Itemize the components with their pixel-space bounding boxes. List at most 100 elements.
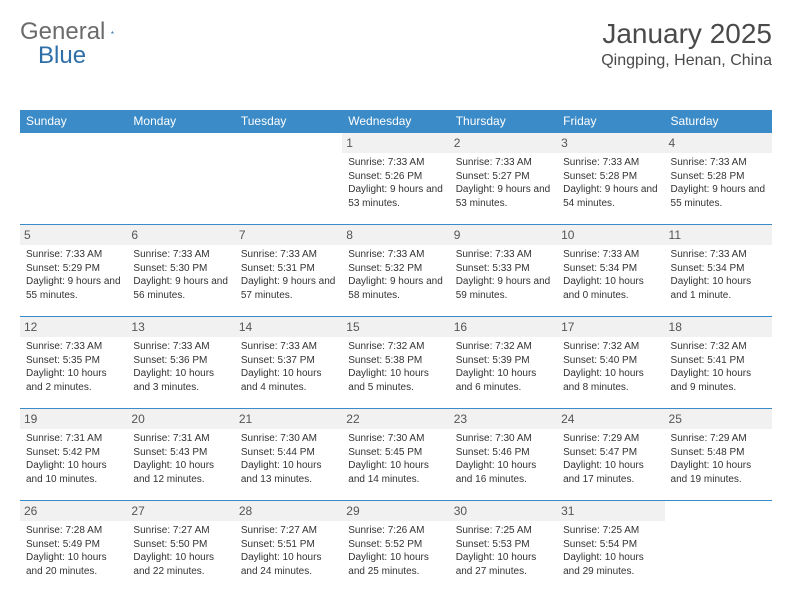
sunset-line: Sunset: 5:53 PM bbox=[456, 538, 551, 552]
sunset-line: Sunset: 5:46 PM bbox=[456, 446, 551, 460]
day-number: 11 bbox=[665, 225, 772, 245]
daylight-line: Daylight: 9 hours and 53 minutes. bbox=[456, 183, 551, 210]
day-number: 1 bbox=[342, 133, 449, 153]
calendar-body: 1Sunrise: 7:33 AMSunset: 5:26 PMDaylight… bbox=[20, 133, 772, 593]
calendar-day-cell: 28Sunrise: 7:27 AMSunset: 5:51 PMDayligh… bbox=[235, 501, 342, 593]
day-number: 21 bbox=[235, 409, 342, 429]
sunset-line: Sunset: 5:36 PM bbox=[133, 354, 228, 368]
day-number: 20 bbox=[127, 409, 234, 429]
calendar-day-cell: 29Sunrise: 7:26 AMSunset: 5:52 PMDayligh… bbox=[342, 501, 449, 593]
sunrise-line: Sunrise: 7:31 AM bbox=[133, 432, 228, 446]
sunset-line: Sunset: 5:39 PM bbox=[456, 354, 551, 368]
calendar-day-cell: 20Sunrise: 7:31 AMSunset: 5:43 PMDayligh… bbox=[127, 409, 234, 501]
day-number: 13 bbox=[127, 317, 234, 337]
day-number: 23 bbox=[450, 409, 557, 429]
sunset-line: Sunset: 5:29 PM bbox=[26, 262, 121, 276]
weekday-header: Sunday bbox=[20, 110, 127, 133]
sunrise-line: Sunrise: 7:32 AM bbox=[348, 340, 443, 354]
weekday-header: Saturday bbox=[665, 110, 772, 133]
calendar-day-cell: 11Sunrise: 7:33 AMSunset: 5:34 PMDayligh… bbox=[665, 225, 772, 317]
calendar-day-cell: 3Sunrise: 7:33 AMSunset: 5:28 PMDaylight… bbox=[557, 133, 664, 225]
sunset-line: Sunset: 5:48 PM bbox=[671, 446, 766, 460]
calendar-day-cell: 22Sunrise: 7:30 AMSunset: 5:45 PMDayligh… bbox=[342, 409, 449, 501]
daylight-line: Daylight: 10 hours and 14 minutes. bbox=[348, 459, 443, 486]
day-number: 14 bbox=[235, 317, 342, 337]
sunset-line: Sunset: 5:47 PM bbox=[563, 446, 658, 460]
sunrise-line: Sunrise: 7:25 AM bbox=[563, 524, 658, 538]
sunrise-line: Sunrise: 7:32 AM bbox=[563, 340, 658, 354]
daylight-line: Daylight: 10 hours and 8 minutes. bbox=[563, 367, 658, 394]
calendar-day-cell: 7Sunrise: 7:33 AMSunset: 5:31 PMDaylight… bbox=[235, 225, 342, 317]
sunset-line: Sunset: 5:35 PM bbox=[26, 354, 121, 368]
sunset-line: Sunset: 5:51 PM bbox=[241, 538, 336, 552]
sunrise-line: Sunrise: 7:33 AM bbox=[133, 340, 228, 354]
calendar-day-cell: 12Sunrise: 7:33 AMSunset: 5:35 PMDayligh… bbox=[20, 317, 127, 409]
calendar-day-cell: 24Sunrise: 7:29 AMSunset: 5:47 PMDayligh… bbox=[557, 409, 664, 501]
day-number: 25 bbox=[665, 409, 772, 429]
day-number: 16 bbox=[450, 317, 557, 337]
daylight-line: Daylight: 9 hours and 56 minutes. bbox=[133, 275, 228, 302]
calendar-day-cell: 30Sunrise: 7:25 AMSunset: 5:53 PMDayligh… bbox=[450, 501, 557, 593]
sunset-line: Sunset: 5:42 PM bbox=[26, 446, 121, 460]
day-number: 8 bbox=[342, 225, 449, 245]
sunrise-line: Sunrise: 7:33 AM bbox=[671, 156, 766, 170]
sunrise-line: Sunrise: 7:33 AM bbox=[348, 248, 443, 262]
sunrise-line: Sunrise: 7:33 AM bbox=[456, 248, 551, 262]
calendar-day-cell: 1Sunrise: 7:33 AMSunset: 5:26 PMDaylight… bbox=[342, 133, 449, 225]
sunrise-line: Sunrise: 7:28 AM bbox=[26, 524, 121, 538]
sunrise-line: Sunrise: 7:30 AM bbox=[241, 432, 336, 446]
daylight-line: Daylight: 10 hours and 19 minutes. bbox=[671, 459, 766, 486]
day-number: 22 bbox=[342, 409, 449, 429]
calendar-day-cell: 23Sunrise: 7:30 AMSunset: 5:46 PMDayligh… bbox=[450, 409, 557, 501]
calendar-day-cell: 19Sunrise: 7:31 AMSunset: 5:42 PMDayligh… bbox=[20, 409, 127, 501]
daylight-line: Daylight: 9 hours and 53 minutes. bbox=[348, 183, 443, 210]
daylight-line: Daylight: 10 hours and 4 minutes. bbox=[241, 367, 336, 394]
sunrise-line: Sunrise: 7:33 AM bbox=[348, 156, 443, 170]
sunset-line: Sunset: 5:27 PM bbox=[456, 170, 551, 184]
calendar-day-cell: 15Sunrise: 7:32 AMSunset: 5:38 PMDayligh… bbox=[342, 317, 449, 409]
day-number: 6 bbox=[127, 225, 234, 245]
sunset-line: Sunset: 5:33 PM bbox=[456, 262, 551, 276]
sunset-line: Sunset: 5:34 PM bbox=[671, 262, 766, 276]
daylight-line: Daylight: 10 hours and 22 minutes. bbox=[133, 551, 228, 578]
calendar-header-row: SundayMondayTuesdayWednesdayThursdayFrid… bbox=[20, 110, 772, 133]
day-number: 5 bbox=[20, 225, 127, 245]
day-number: 27 bbox=[127, 501, 234, 521]
day-number: 28 bbox=[235, 501, 342, 521]
daylight-line: Daylight: 10 hours and 24 minutes. bbox=[241, 551, 336, 578]
sunset-line: Sunset: 5:41 PM bbox=[671, 354, 766, 368]
sunrise-line: Sunrise: 7:27 AM bbox=[133, 524, 228, 538]
weekday-header: Wednesday bbox=[342, 110, 449, 133]
sunrise-line: Sunrise: 7:32 AM bbox=[456, 340, 551, 354]
sunset-line: Sunset: 5:54 PM bbox=[563, 538, 658, 552]
sunrise-line: Sunrise: 7:25 AM bbox=[456, 524, 551, 538]
daylight-line: Daylight: 10 hours and 13 minutes. bbox=[241, 459, 336, 486]
day-number: 18 bbox=[665, 317, 772, 337]
day-number: 2 bbox=[450, 133, 557, 153]
day-number: 4 bbox=[665, 133, 772, 153]
calendar-week-row: 26Sunrise: 7:28 AMSunset: 5:49 PMDayligh… bbox=[20, 501, 772, 593]
header: General January 2025 Qingping, Henan, Ch… bbox=[20, 18, 772, 70]
calendar-day-cell: 27Sunrise: 7:27 AMSunset: 5:50 PMDayligh… bbox=[127, 501, 234, 593]
calendar-day-cell bbox=[235, 133, 342, 225]
day-number: 15 bbox=[342, 317, 449, 337]
sunrise-line: Sunrise: 7:30 AM bbox=[348, 432, 443, 446]
sunset-line: Sunset: 5:38 PM bbox=[348, 354, 443, 368]
daylight-line: Daylight: 10 hours and 9 minutes. bbox=[671, 367, 766, 394]
sunrise-line: Sunrise: 7:32 AM bbox=[671, 340, 766, 354]
sunset-line: Sunset: 5:37 PM bbox=[241, 354, 336, 368]
logo-sail-icon bbox=[111, 23, 114, 41]
daylight-line: Daylight: 10 hours and 27 minutes. bbox=[456, 551, 551, 578]
calendar-day-cell: 4Sunrise: 7:33 AMSunset: 5:28 PMDaylight… bbox=[665, 133, 772, 225]
sunrise-line: Sunrise: 7:30 AM bbox=[456, 432, 551, 446]
sunset-line: Sunset: 5:32 PM bbox=[348, 262, 443, 276]
daylight-line: Daylight: 9 hours and 55 minutes. bbox=[26, 275, 121, 302]
calendar-week-row: 5Sunrise: 7:33 AMSunset: 5:29 PMDaylight… bbox=[20, 225, 772, 317]
sunrise-line: Sunrise: 7:33 AM bbox=[26, 340, 121, 354]
sunset-line: Sunset: 5:49 PM bbox=[26, 538, 121, 552]
title-block: January 2025 Qingping, Henan, China bbox=[601, 18, 772, 70]
weekday-header: Tuesday bbox=[235, 110, 342, 133]
calendar-day-cell: 25Sunrise: 7:29 AMSunset: 5:48 PMDayligh… bbox=[665, 409, 772, 501]
sunrise-line: Sunrise: 7:33 AM bbox=[456, 156, 551, 170]
weekday-header: Friday bbox=[557, 110, 664, 133]
